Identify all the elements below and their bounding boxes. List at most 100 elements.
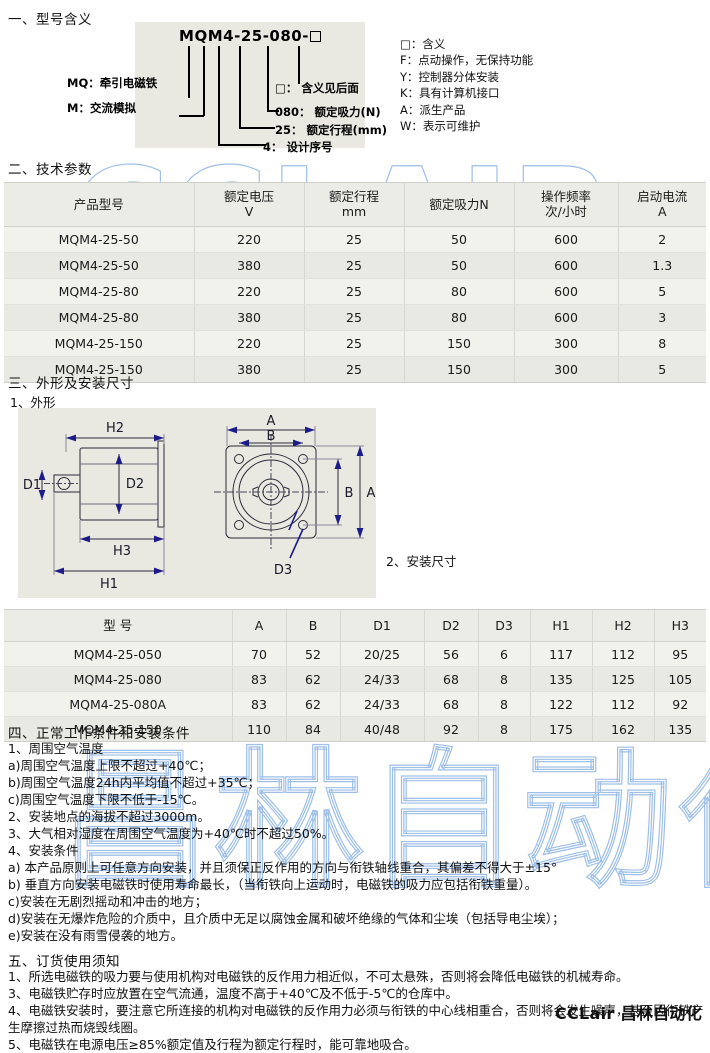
cond-item-1c: c)周围空气温度下限不低于-15℃。 <box>8 792 205 807</box>
spec-th-0: 产品型号 <box>4 182 195 227</box>
dimension-labels: H2 H3 H1 D1 D2 A B B A D3 <box>23 414 376 592</box>
model-code-box-icon <box>309 31 321 42</box>
leader-line-4 <box>218 46 220 146</box>
spec-cell-value: 380 <box>194 252 305 279</box>
cond-item-4b: b) 垂直方向安装电磁铁时使用寿命最长，（当衔铁向上运动时，电磁铁的吸力应包括衔… <box>8 877 538 892</box>
dimension-table: 型 号 A B D1 D2 D3 H1 H2 H3 MQM4-25-050 70 52 20/25 56… <box>4 609 706 742</box>
spec-table-head: 产品型号 额定电压 V 额定行程 mm 额定吸力N 操作频率 次/小时 启动电流 A <box>4 182 706 227</box>
dim-th-2: B <box>286 609 341 642</box>
spec-cell-model: MQM4-25-50 <box>4 226 195 253</box>
spec-cell-value: 8 <box>618 330 706 357</box>
section-title-ordering-notes: 五、订货使用须知 <box>8 954 120 970</box>
legend-item-f: F：点动操作，无保持功能 <box>400 53 534 68</box>
spec-table-row: MQM4-25-150 380 25 150 300 5 <box>4 356 706 383</box>
front-view-hole-bl <box>234 520 244 530</box>
dim-cell-value: 68 <box>424 691 479 717</box>
cond-item-2: 2、安装地点的海拔不超过3000m。 <box>8 809 210 824</box>
spec-cell-value: 380 <box>194 356 305 383</box>
spec-cell-value: 1.3 <box>618 252 706 279</box>
dim-th-5: D3 <box>478 609 531 642</box>
dim-th-6: H1 <box>530 609 593 642</box>
dim-table-row: MQM4-25-150 110 84 40/48 92 8 175 162 135 <box>4 716 706 742</box>
dim-cell-value: 24/33 <box>340 666 425 692</box>
leader-line-080 <box>267 46 269 112</box>
spec-cell-model: MQM4-25-80 <box>4 278 195 305</box>
dim-th-1: A <box>232 609 287 642</box>
dim-table-row: MQM4-25-050 70 52 20/25 56 6 117 112 95 <box>4 641 706 667</box>
dim-cell-value: 84 <box>286 716 341 742</box>
model-right-label-25: 25： 额定行程(mm) <box>275 123 387 137</box>
dim-cell-value: 70 <box>232 641 287 667</box>
spec-cell-value: 300 <box>514 330 619 357</box>
spec-cell-value: 5 <box>618 356 706 383</box>
dim-cell-value: 112 <box>592 641 655 667</box>
label-a-top: A <box>267 414 276 429</box>
spec-cell-value: 50 <box>404 252 515 279</box>
spec-table-header-row: 产品型号 额定电压 V 额定行程 mm 额定吸力N 操作频率 次/小时 启动电流 A <box>4 182 706 227</box>
label-a-right: A <box>367 486 376 501</box>
dim-cell-value: 8 <box>478 716 531 742</box>
leader-line-mq <box>188 46 190 98</box>
dim-cell-value: 162 <box>592 716 655 742</box>
dim-table-top-rule <box>4 609 706 610</box>
dim-th-0: 型 号 <box>4 609 233 642</box>
cond-item-3: 3、大气相对湿度在周围空气温度为+40℃时不超过50%。 <box>8 826 335 841</box>
leader-line-suffix <box>298 46 300 84</box>
dim-th-8: H3 <box>654 609 706 642</box>
cond-item-4d: d)安装在无爆炸危险的介质中，且介质中无足以腐蚀金属和破坏绝缘的气体和尘埃（包括… <box>8 911 565 926</box>
section-title-model-meaning: 一、型号含义 <box>8 12 92 28</box>
dim-cell-value: 135 <box>530 666 593 692</box>
model-number-diagram-panel: MQM4-25-080- MQ：牵引电磁铁 M：交流模拟 □： 含义见后面 08… <box>67 22 387 154</box>
spec-cell-value: 150 <box>404 330 515 357</box>
cond-item-1a: a)周围空气温度上限不超过+40℃； <box>8 758 211 773</box>
spec-cell-value: 80 <box>404 278 515 305</box>
spec-cell-value: 2 <box>618 226 706 253</box>
section-title-tech-params: 二、技术参数 <box>8 162 92 178</box>
label-d1: D1 <box>23 478 41 493</box>
model-right-label-4: 4： 设计序号 <box>263 140 333 154</box>
leader-line-m <box>203 46 205 116</box>
dim-cell-value: 92 <box>654 691 706 717</box>
dim-cell-value: 8 <box>478 691 531 717</box>
model-left-label-mq: MQ：牵引电磁铁 <box>67 76 158 90</box>
label-h2: H2 <box>106 421 124 436</box>
legend-item-k: K：具有计算机接口 <box>400 86 500 101</box>
spec-table-row: MQM4-25-80 380 25 80 600 3 <box>4 304 706 331</box>
spec-table-row: MQM4-25-50 380 25 50 600 1.3 <box>4 252 706 279</box>
spec-cell-value: 380 <box>194 304 305 331</box>
order-item-1: 1、所选电磁铁的吸力要与使用机构对电磁铁的反作用力相近似，不可太悬殊，否则将会降… <box>8 969 629 984</box>
dim-cell-value: 92 <box>424 716 479 742</box>
model-code-label: MQM4-25-080- <box>179 27 309 45</box>
spec-th-2: 额定行程 mm <box>304 182 405 227</box>
spec-cell-value: 600 <box>514 252 619 279</box>
spec-cell-value: 25 <box>304 356 405 383</box>
leader-line-m-horiz <box>179 115 204 117</box>
spec-cell-model: MQM4-25-150 <box>4 330 195 357</box>
cond-item-1: 1、周围空气温度 <box>8 741 104 756</box>
leader-line-25-horiz <box>239 127 275 129</box>
spec-cell-model: MQM4-25-80 <box>4 304 195 331</box>
dim-table-head: 型 号 A B D1 D2 D3 H1 H2 H3 <box>4 609 706 642</box>
spec-table: 产品型号 额定电压 V 额定行程 mm 额定吸力N 操作频率 次/小时 启动电流 A M… <box>4 182 706 383</box>
front-view-hole-tl <box>234 454 244 464</box>
spec-cell-value: 25 <box>304 278 405 305</box>
dim-cell-value: 125 <box>592 666 655 692</box>
label-d2: D2 <box>126 477 144 492</box>
subsection-outline: 1、外形 <box>10 395 56 410</box>
cond-item-1b: b)周围空气温度24h内平均值不超过+35℃； <box>8 775 261 790</box>
spec-cell-value: 25 <box>304 252 405 279</box>
dim-th-7: H2 <box>592 609 655 642</box>
dim-cell-value: 110 <box>232 716 287 742</box>
dim-cell-value: 122 <box>530 691 593 717</box>
spec-cell-value: 25 <box>304 304 405 331</box>
dim-cell-value: 175 <box>530 716 593 742</box>
dim-cell-value: 24/33 <box>340 691 425 717</box>
spec-cell-value: 50 <box>404 226 515 253</box>
spec-table-row: MQM4-25-80 220 25 80 600 5 <box>4 278 706 305</box>
dim-cell-value: 135 <box>654 716 706 742</box>
dim-table-body: MQM4-25-050 70 52 20/25 56 6 117 112 95 MQM4-25-0… <box>4 641 706 742</box>
mechanical-drawing: H2 H3 H1 D1 D2 A B B A D3 <box>23 414 376 592</box>
dim-table-header-row: 型 号 A B D1 D2 D3 H1 H2 H3 <box>4 609 706 642</box>
dim-d3-leader2 <box>288 510 298 531</box>
cond-item-4c: c)安装在无剧烈摇动和冲击的地方； <box>8 894 208 909</box>
